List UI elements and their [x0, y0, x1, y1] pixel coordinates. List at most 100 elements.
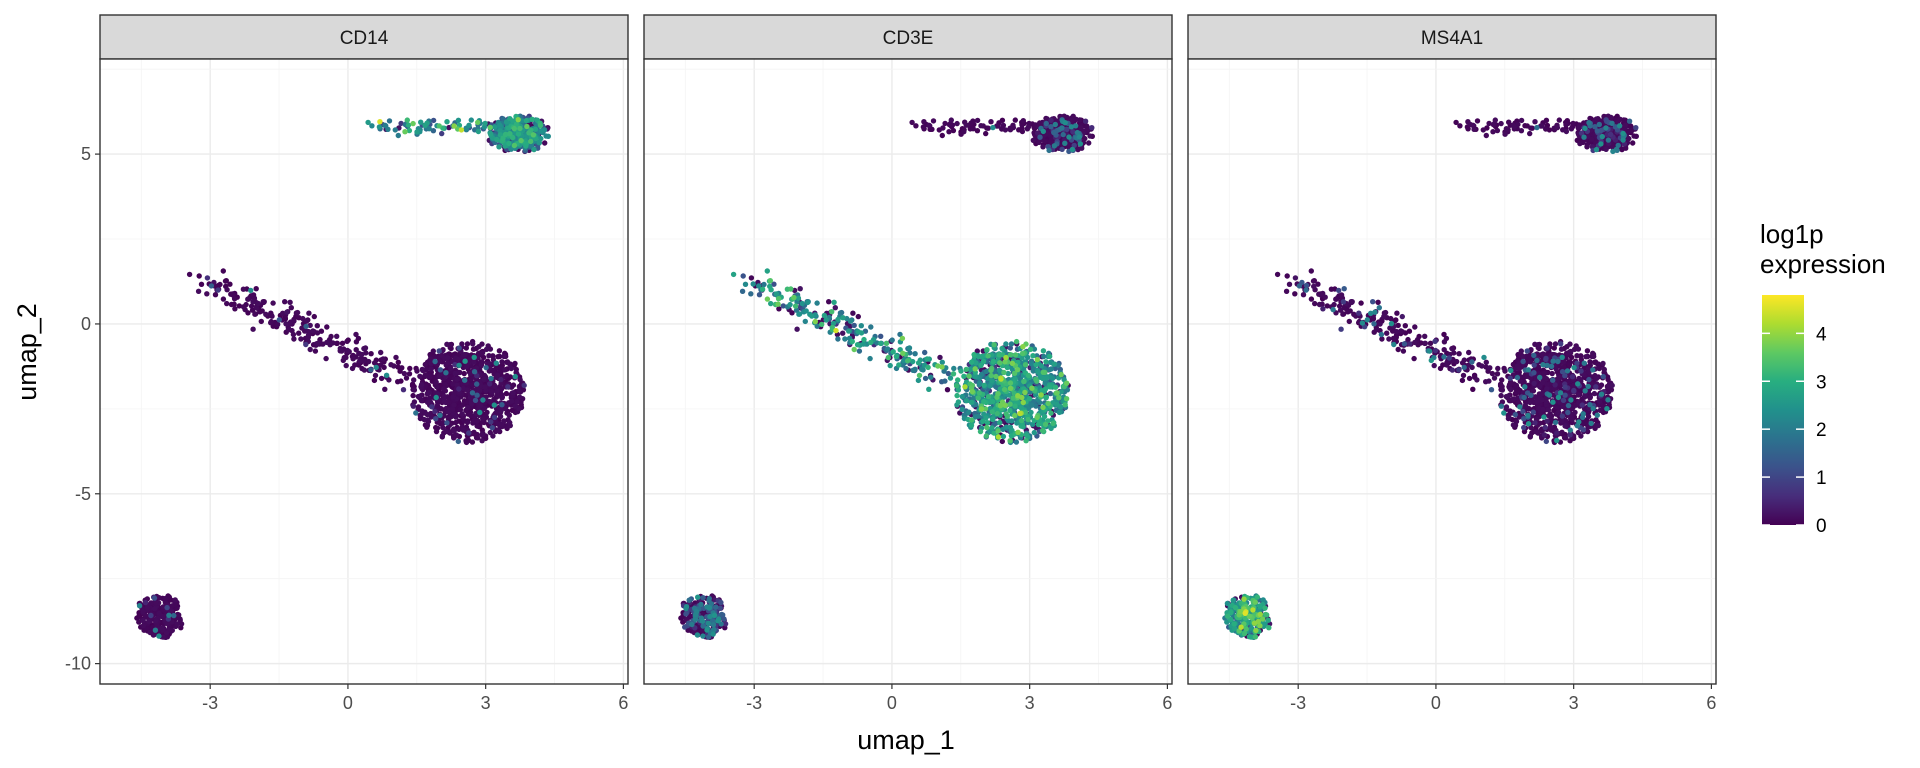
cell-point — [1062, 402, 1068, 408]
cell-point — [176, 612, 182, 618]
cell-point — [989, 378, 995, 384]
cell-point — [528, 138, 534, 145]
cell-point — [224, 287, 230, 293]
cell-point — [692, 612, 699, 618]
cell-point — [479, 432, 486, 438]
cell-point — [1331, 301, 1337, 308]
cell-point — [905, 358, 911, 364]
cell-point — [999, 438, 1005, 445]
cell-point — [1051, 143, 1058, 149]
cell-point — [1062, 140, 1068, 146]
cell-point — [946, 129, 952, 135]
cell-point — [444, 341, 450, 347]
cell-point — [695, 594, 701, 600]
cell-point — [487, 124, 493, 131]
cell-point — [491, 414, 498, 421]
cell-point — [419, 408, 425, 414]
cell-point — [1527, 130, 1533, 137]
cell-point — [510, 118, 516, 124]
cell-point — [140, 608, 146, 615]
cell-point — [1048, 117, 1054, 124]
cell-point — [459, 341, 465, 347]
cell-point — [977, 428, 984, 435]
cell-point — [694, 632, 701, 638]
cell-point — [455, 438, 461, 445]
cell-point — [1518, 128, 1525, 134]
cell-point — [340, 357, 346, 364]
cell-point — [232, 306, 238, 312]
cell-point — [868, 324, 874, 330]
cell-point — [368, 367, 374, 373]
cell-point — [739, 288, 746, 294]
cell-point — [497, 353, 503, 360]
cell-point — [426, 126, 432, 132]
facet-strip — [99, 14, 629, 60]
cell-point — [1056, 409, 1063, 416]
cell-point — [288, 305, 294, 311]
cell-point — [476, 387, 483, 394]
cell-point — [1056, 395, 1062, 401]
cell-point — [1041, 413, 1048, 420]
cell-point — [361, 358, 367, 364]
cell-point — [959, 406, 965, 413]
cell-point — [291, 318, 297, 324]
cell-point — [997, 403, 1004, 409]
cell-point — [470, 346, 477, 352]
cell-point — [178, 621, 185, 627]
cell-point — [344, 338, 350, 344]
cell-point — [471, 369, 478, 375]
cell-point — [950, 371, 957, 377]
cell-point — [136, 603, 143, 609]
cell-point — [411, 387, 418, 393]
cell-point — [989, 425, 995, 431]
cell-point — [499, 402, 505, 408]
cell-point — [961, 373, 967, 379]
cell-point — [1029, 385, 1035, 391]
cell-point — [496, 144, 502, 150]
cell-point — [406, 371, 413, 377]
cell-point — [1558, 346, 1565, 352]
cell-point — [939, 359, 945, 365]
cell-point — [343, 362, 349, 369]
cell-point — [515, 117, 521, 123]
cell-point — [1009, 418, 1015, 424]
cell-point — [812, 318, 818, 325]
cell-point — [1337, 307, 1344, 313]
cell-point — [985, 353, 991, 359]
cell-point — [365, 119, 371, 126]
cell-point — [443, 428, 449, 434]
cell-point — [208, 283, 215, 289]
cell-point — [231, 301, 237, 307]
cell-point — [252, 311, 258, 317]
cell-point — [1046, 147, 1052, 154]
cell-point — [1027, 346, 1034, 352]
cell-point — [985, 394, 992, 400]
cell-point — [988, 367, 994, 374]
cell-point — [376, 124, 383, 130]
cell-point — [1059, 125, 1065, 131]
cell-point — [299, 325, 305, 331]
cell-point — [1022, 362, 1029, 368]
cell-point — [386, 377, 392, 383]
cell-point — [1050, 420, 1056, 427]
cell-point — [403, 375, 410, 381]
facet-panel-cd3e: CD3E — [643, 14, 1173, 685]
cell-point — [1597, 407, 1604, 413]
cell-point — [142, 599, 149, 606]
cell-point — [994, 410, 1000, 417]
cell-point — [459, 402, 466, 408]
cell-point — [1040, 404, 1046, 411]
cell-point — [462, 377, 468, 383]
cell-point — [900, 350, 906, 356]
cell-point — [959, 393, 965, 400]
cell-point — [1002, 402, 1008, 409]
cell-point — [521, 382, 527, 389]
cell-point — [324, 339, 330, 346]
cell-point — [386, 118, 393, 124]
cell-point — [1394, 310, 1400, 316]
cell-point — [1513, 382, 1520, 389]
cell-point — [474, 381, 480, 387]
cell-point — [432, 354, 438, 360]
cell-point — [393, 354, 399, 361]
cell-point — [392, 127, 398, 133]
